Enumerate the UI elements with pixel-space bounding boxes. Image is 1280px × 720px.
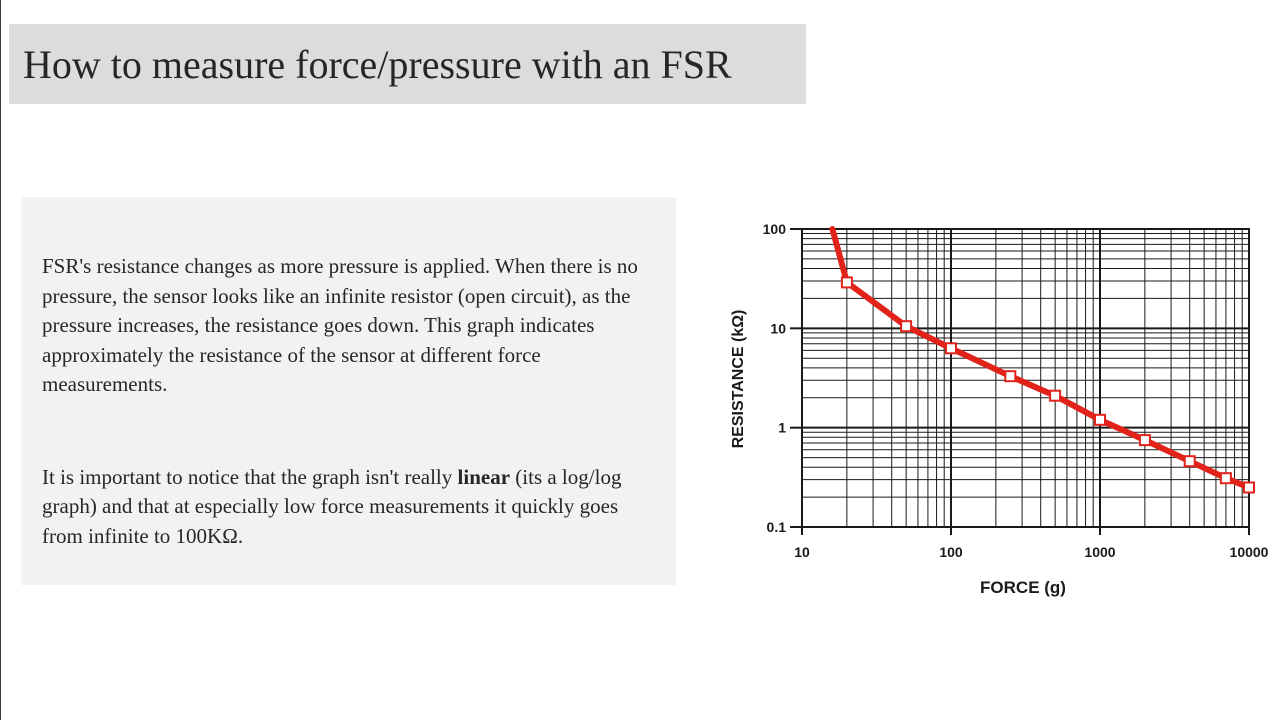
paragraph-2-bold: linear xyxy=(457,464,511,489)
data-point-marker xyxy=(1094,413,1106,426)
paragraph-2-pre: It is important to notice that the graph… xyxy=(42,464,458,489)
data-point-marker xyxy=(1219,472,1232,485)
y-tick-label: 100 xyxy=(763,221,787,237)
data-point-marker xyxy=(1049,389,1062,402)
y-axis-label: RESISTANCE (kΩ) xyxy=(730,310,747,449)
slide-title: How to measure force/pressure with an FS… xyxy=(23,41,732,87)
title-box: How to measure force/pressure with an FS… xyxy=(9,24,806,104)
data-point-marker xyxy=(900,320,913,333)
data-point-marker xyxy=(1138,434,1151,447)
x-axis-label: FORCE (g) xyxy=(980,578,1066,597)
data-point-marker xyxy=(840,276,853,289)
x-tick-label: 1000 xyxy=(1084,544,1115,560)
paragraph-1: FSR's resistance changes as more pressur… xyxy=(42,254,638,396)
y-tick-label: 0.1 xyxy=(767,519,787,535)
chart-grid xyxy=(801,228,1250,528)
text-box: FSR's resistance changes as more pressur… xyxy=(21,197,676,585)
data-point-marker xyxy=(1183,455,1196,468)
y-tick-label: 10 xyxy=(770,320,786,336)
chart-series xyxy=(829,226,1255,494)
chart-ticks: 0.1 1 10 100 10 100 1000 10000 xyxy=(763,221,1269,560)
data-point-marker xyxy=(945,342,957,355)
x-tick-label: 100 xyxy=(939,544,963,560)
paragraph-2: It is important to notice that the graph… xyxy=(42,463,654,552)
chart-container: 0.1 1 10 100 10 100 1000 10000 FORCE (g) RESIST… xyxy=(721,212,1280,612)
plot-frame xyxy=(801,228,1250,528)
y-tick-label: 1 xyxy=(778,420,786,436)
x-tick-label: 10 xyxy=(794,544,810,560)
x-tick-label: 10000 xyxy=(1230,544,1269,560)
paragraph-2-post: (its a log/log graph) and that at especi… xyxy=(42,464,622,548)
fsr-chart: 0.1 1 10 100 10 100 1000 10000 FORCE (g) RESIST… xyxy=(730,221,1269,597)
data-point-marker xyxy=(1004,370,1017,383)
data-point-marker xyxy=(1243,481,1255,494)
